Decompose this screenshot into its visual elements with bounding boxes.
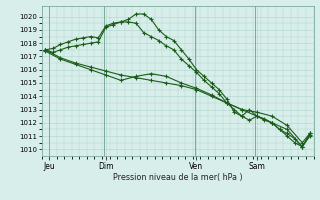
X-axis label: Pression niveau de la mer( hPa ): Pression niveau de la mer( hPa )	[113, 173, 243, 182]
